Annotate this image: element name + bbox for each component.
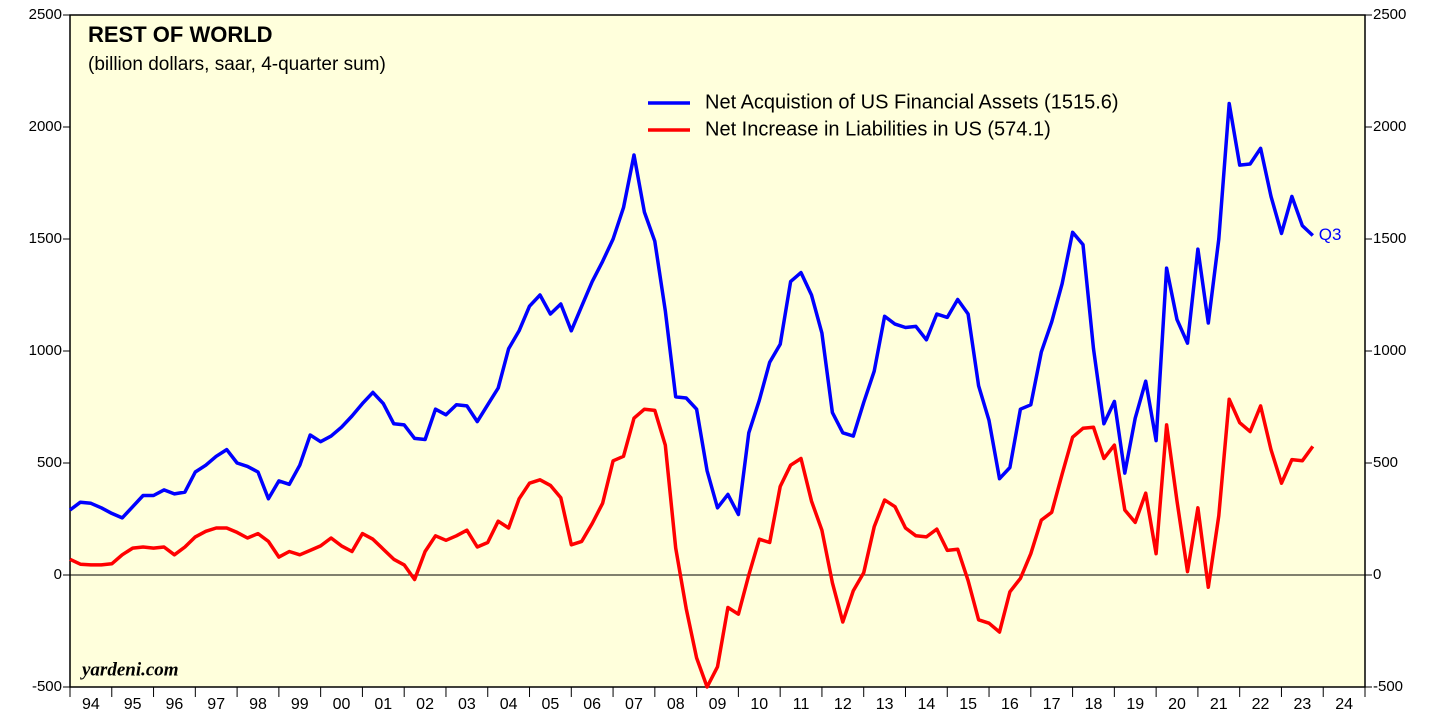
x-tick-label: 15 bbox=[959, 696, 977, 713]
x-tick-label: 14 bbox=[917, 696, 935, 713]
x-tick-label: 20 bbox=[1168, 696, 1186, 713]
chart-title: REST OF WORLD bbox=[88, 22, 273, 47]
x-tick-label: 94 bbox=[82, 696, 100, 713]
series-line bbox=[69, 397, 1315, 689]
series-line bbox=[68, 101, 1315, 520]
y-tick-label: 1000 bbox=[29, 342, 62, 359]
x-tick-label: 23 bbox=[1293, 696, 1311, 713]
legend-label: Net Acquistion of US Financial Assets (1… bbox=[705, 91, 1119, 113]
x-tick-label: 01 bbox=[374, 696, 392, 713]
source: yardeni.com bbox=[80, 659, 179, 680]
x-tick-label: 18 bbox=[1085, 696, 1103, 713]
x-tick-label: 17 bbox=[1043, 696, 1061, 713]
y-tick-label: 0 bbox=[54, 566, 62, 583]
x-tick-label: 05 bbox=[542, 696, 560, 713]
legend-label: Net Increase in Liabilities in US (574.1… bbox=[705, 118, 1051, 140]
annotation: Q3 bbox=[1319, 225, 1342, 244]
x-tick-label: 11 bbox=[793, 696, 810, 713]
x-tick-label: 13 bbox=[876, 696, 894, 713]
x-tick-label: 12 bbox=[834, 696, 852, 713]
chart-subtitle: (billion dollars, saar, 4-quarter sum) bbox=[88, 54, 386, 75]
x-tick-label: 19 bbox=[1126, 696, 1144, 713]
y2-tick-label: 0 bbox=[1373, 566, 1381, 583]
x-tick-label: 10 bbox=[750, 696, 768, 713]
x-tick-label: 24 bbox=[1335, 696, 1353, 713]
x-tick-label: 95 bbox=[124, 696, 142, 713]
x-tick-label: 98 bbox=[249, 696, 267, 713]
y-tick-label: 1500 bbox=[29, 230, 62, 247]
x-tick-label: 21 bbox=[1210, 696, 1228, 713]
x-tick-label: 96 bbox=[166, 696, 184, 713]
x-tick-label: 08 bbox=[667, 696, 685, 713]
plot-area bbox=[69, 14, 1366, 688]
x-tick-label: 04 bbox=[500, 696, 518, 713]
x-tick-label: 06 bbox=[583, 696, 601, 713]
y-tick-label: 2500 bbox=[29, 6, 62, 23]
x-tick-label: 00 bbox=[333, 696, 351, 713]
y-tick-label: -500 bbox=[32, 678, 62, 695]
y2-tick-label: 1500 bbox=[1373, 230, 1406, 247]
x-tick-label: 02 bbox=[416, 696, 434, 713]
x-tick-label: 16 bbox=[1001, 696, 1019, 713]
y2-tick-label: 2000 bbox=[1373, 118, 1406, 135]
x-tick-label: 07 bbox=[625, 696, 643, 713]
x-tick-label: 97 bbox=[207, 696, 225, 713]
x-tick-label: 99 bbox=[291, 696, 309, 713]
y2-tick-label: 500 bbox=[1373, 454, 1398, 471]
y-tick-label: 2000 bbox=[29, 118, 62, 135]
y2-tick-label: -500 bbox=[1373, 678, 1403, 695]
x-tick-label: 22 bbox=[1252, 696, 1270, 713]
x-tick-label: 03 bbox=[458, 696, 476, 713]
y2-tick-label: 1000 bbox=[1373, 342, 1406, 359]
x-tick-label: 09 bbox=[709, 696, 727, 713]
y2-tick-label: 2500 bbox=[1373, 6, 1406, 23]
y-tick-label: 500 bbox=[37, 454, 62, 471]
